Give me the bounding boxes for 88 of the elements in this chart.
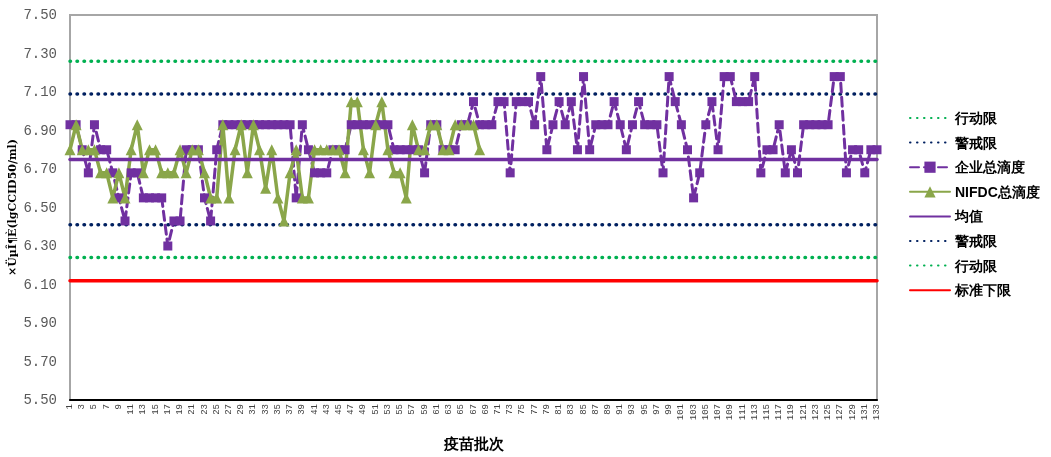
legend-label: NIFDC总滴度 — [955, 183, 1040, 200]
x-tick-label: 95 — [639, 404, 650, 415]
x-tick-label: 35 — [272, 404, 283, 415]
x-tick-label: 19 — [175, 404, 186, 415]
x-tick-label: 79 — [541, 404, 552, 415]
x-tick-label: 75 — [517, 404, 528, 415]
x-tick-label: 9 — [113, 404, 124, 410]
x-tick-label: 13 — [138, 404, 149, 415]
x-tick-label: 51 — [370, 404, 381, 415]
x-tick-label: 89 — [603, 404, 613, 415]
x-tick-label: 87 — [590, 404, 601, 415]
x-axis-title: 疫苗批次 — [442, 435, 505, 452]
x-tick-label: 131 — [859, 404, 870, 421]
y-tick-label: 6.50 — [23, 199, 57, 216]
x-tick-label: 43 — [321, 404, 332, 415]
x-tick-label: 73 — [505, 404, 516, 415]
x-tick-label: 91 — [615, 404, 626, 415]
x-tick-label: 11 — [126, 404, 137, 415]
x-tick-label: 27 — [223, 404, 234, 415]
x-tick-label: 5 — [89, 404, 100, 410]
y-axis-title: ×ÜµÎ¶È(lgCCID50/ml) — [5, 138, 19, 277]
x-tick-label: 67 — [468, 404, 479, 415]
x-tick-label: 125 — [823, 404, 834, 421]
x-tick-label: 57 — [407, 404, 418, 415]
x-tick-label: 119 — [786, 404, 797, 421]
y-tick-label: 6.10 — [23, 276, 57, 293]
y-tick-label: 5.90 — [23, 315, 57, 331]
legend-label: 企业总滴度 — [954, 159, 1025, 176]
x-tick-label: 25 — [211, 404, 222, 415]
x-tick-label: 47 — [346, 404, 357, 415]
x-tick-label: 103 — [688, 404, 699, 421]
x-tick-label: 127 — [835, 404, 846, 421]
y-tick-label: 5.50 — [23, 392, 57, 408]
x-tick-label: 109 — [725, 404, 736, 421]
x-tick-label: 93 — [627, 404, 638, 415]
x-tick-label: 3 — [77, 404, 88, 410]
x-tick-label: 81 — [554, 404, 565, 415]
x-tick-label: 129 — [847, 404, 858, 421]
x-tick-label: 15 — [150, 404, 161, 415]
x-tick-label: 101 — [676, 404, 687, 421]
x-tick-label: 77 — [529, 404, 540, 415]
x-tick-label: 53 — [382, 404, 393, 415]
x-tick-label: 117 — [774, 404, 785, 421]
x-tick-label: 41 — [309, 404, 320, 415]
x-tick-label: 39 — [297, 404, 308, 415]
legend-label: 警戒限 — [954, 233, 998, 249]
x-tick-label: 111 — [737, 404, 748, 421]
x-tick-label: 105 — [700, 404, 711, 421]
x-tick-label: 133 — [872, 404, 882, 421]
y-tick-label: 7.50 — [23, 7, 57, 23]
x-tick-label: 45 — [334, 404, 344, 415]
y-tick-label: 5.70 — [23, 353, 57, 370]
x-tick-label: 115 — [761, 404, 772, 421]
x-tick-label: 63 — [444, 404, 455, 415]
x-tick-label: 85 — [578, 404, 589, 415]
x-tick-label: 97 — [651, 404, 662, 415]
x-tick-label: 65 — [456, 404, 467, 415]
x-tick-label: 17 — [162, 404, 173, 415]
x-tick-label: 61 — [431, 404, 442, 415]
x-tick-label: 59 — [419, 404, 430, 415]
x-tick-label: 29 — [236, 404, 247, 415]
x-tick-label: 107 — [713, 404, 724, 421]
x-tick-label: 37 — [285, 404, 296, 415]
y-tick-label: 7.30 — [23, 45, 57, 62]
legend-label: 标准下限 — [954, 282, 1012, 299]
x-tick-label: 83 — [566, 404, 577, 415]
x-tick-label: 33 — [260, 404, 271, 415]
y-tick-label: 6.90 — [23, 122, 57, 139]
x-tick-label: 69 — [480, 404, 491, 415]
x-tick-label: 123 — [810, 404, 821, 421]
x-tick-label: 21 — [187, 404, 198, 415]
y-tick-label: 7.10 — [23, 84, 57, 100]
legend-label: 行动限 — [954, 110, 998, 126]
x-tick-label: 23 — [199, 404, 210, 415]
legend-label: 警戒限 — [954, 134, 998, 151]
legend-label: 行动限 — [954, 257, 998, 274]
x-tick-label: 99 — [664, 404, 675, 415]
x-tick-label: 1 — [65, 404, 75, 410]
x-tick-label: 49 — [358, 404, 369, 415]
x-tick-label: 71 — [492, 404, 503, 415]
x-tick-label: 121 — [798, 404, 809, 421]
x-tick-label: 7 — [101, 404, 112, 410]
y-tick-label: 6.70 — [23, 161, 57, 177]
x-tick-label: 55 — [395, 404, 406, 415]
legend-label: 均值 — [954, 208, 983, 225]
x-tick-label: 113 — [749, 404, 760, 421]
x-tick-label: 31 — [248, 404, 259, 415]
y-tick-label: 6.30 — [23, 238, 57, 254]
